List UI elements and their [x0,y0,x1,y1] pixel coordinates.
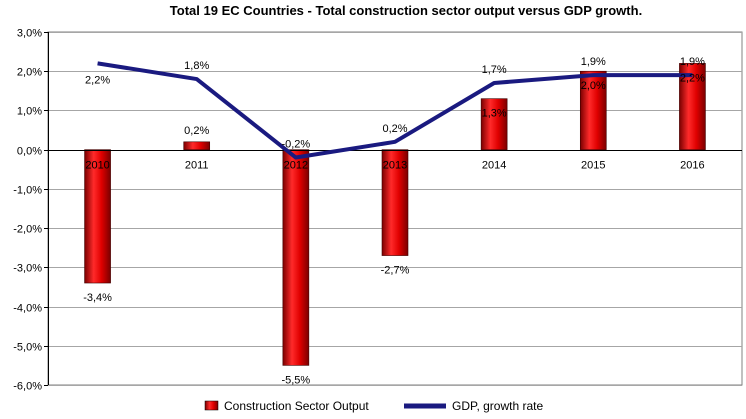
bar-2012 [282,149,310,366]
data-labels: -3,4% 0,2% -5,5% -2,7% 1,3% 2,0% 2,2% 2,2% 1,8% -… [83,56,705,386]
x-tick-label: 2016 [680,160,704,172]
x-tick-label: 2010 [85,160,109,172]
y-tick-label: 2,0% [17,67,42,79]
y-tick-label: 1,0% [17,106,42,118]
bar-2015 [579,70,607,150]
y-tick-label: 0,0% [17,146,42,158]
y-tick-label: -1,0% [13,185,42,197]
y-tick-label: -5,0% [13,342,42,354]
bar-label-2012: -5,5% [281,374,310,386]
x-tick-label: 2014 [482,160,506,172]
y-tick-label: -3,0% [13,263,42,275]
bar-2010 [84,149,111,284]
y-axis: 3,0% 2,0% 1,0% 0,0% -1,0% -2,0% -3,0% -4,0% -5,0… [13,28,49,393]
gdp-label-2013: 0,2% [382,123,407,135]
gdp-label-2015: 1,9% [581,56,606,68]
y-tick-label: -4,0% [13,303,42,315]
bar-label-2010: -3,4% [83,292,112,304]
bar-label-2011: 0,2% [184,125,209,137]
gdp-label-2011: 1,8% [184,60,209,72]
gdp-label-2016: 1,9% [680,56,705,68]
bar-series [48,63,742,366]
bar-2016 [679,63,706,150]
legend-bar-swatch [204,400,219,411]
x-tick-label: 2015 [581,160,605,172]
y-tick-label: 3,0% [17,28,42,40]
bar-2011 [183,141,211,150]
bar-2014 [480,98,508,150]
bar-label-2016: 2,2% [680,72,705,84]
x-tick-label: 2013 [383,160,407,172]
chart-title: Total 19 EC Countries - Total constructi… [170,3,642,18]
legend-bar-label: Construction Sector Output [224,399,369,413]
legend: Construction Sector Output GDP, growth r… [204,399,543,413]
x-tick-label: 2011 [185,160,209,172]
y-tick-label: -2,0% [13,224,42,236]
bar-label-2015: 2,0% [581,80,606,92]
legend-line-label: GDP, growth rate [452,399,543,413]
line-series [97,61,693,160]
bar-label-2013: -2,7% [381,265,410,277]
gdp-label-2014: 1,7% [482,64,507,76]
y-tick-label: -6,0% [13,381,42,393]
bar-2013 [381,149,409,256]
bar-label-2014: 1,3% [482,108,507,120]
gdp-label-2010: 2,2% [85,74,110,86]
x-tick-label: 2012 [284,160,308,172]
x-axis-labels: 2010 2011 2012 2013 2014 2015 2016 [85,160,704,172]
gdp-label-2012: -0,2% [281,139,310,151]
